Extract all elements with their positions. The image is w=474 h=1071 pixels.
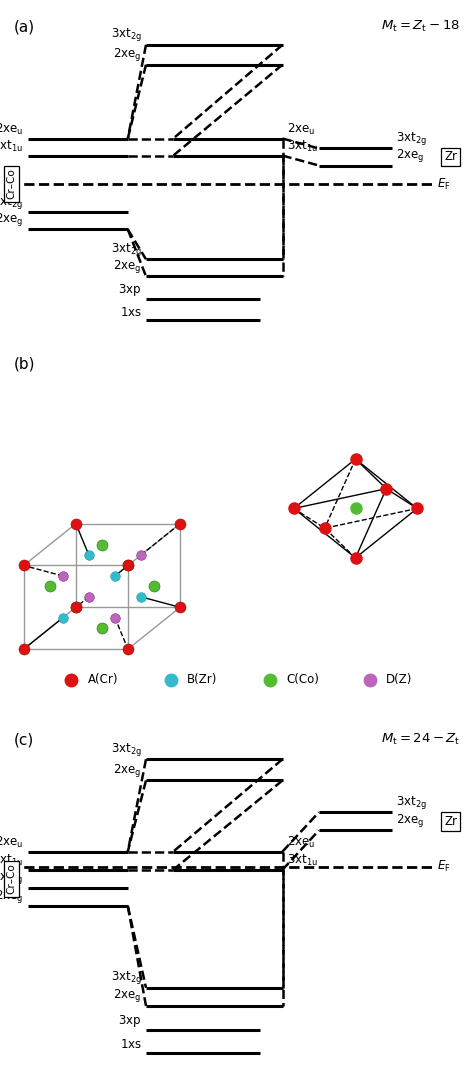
Text: $M_{\mathrm{t}} = Z_{\mathrm{t}}-18$: $M_{\mathrm{t}} = Z_{\mathrm{t}}-18$: [381, 19, 460, 34]
Text: $1\mathrm{xs}$: $1\mathrm{xs}$: [119, 306, 141, 319]
Text: $2\mathrm{xe}_{\mathrm{g}}$: $2\mathrm{xe}_{\mathrm{g}}$: [396, 147, 425, 164]
Text: Cr–Co: Cr–Co: [7, 863, 17, 894]
Text: $3\mathrm{xp}$: $3\mathrm{xp}$: [118, 282, 141, 298]
Text: Zr: Zr: [444, 151, 457, 164]
Text: $1\mathrm{xs}$: $1\mathrm{xs}$: [119, 1038, 141, 1052]
Text: $M_{\mathrm{t}} = 24-Z_{\mathrm{t}}$: $M_{\mathrm{t}} = 24-Z_{\mathrm{t}}$: [381, 731, 460, 748]
Text: $3\mathrm{xt}_{2\mathrm{g}}$: $3\mathrm{xt}_{2\mathrm{g}}$: [110, 27, 141, 44]
Text: $2\mathrm{xe}_{\mathrm{g}}$: $2\mathrm{xe}_{\mathrm{g}}$: [113, 258, 141, 275]
Text: $3\mathrm{xt}_{2\mathrm{g}}$: $3\mathrm{xt}_{2\mathrm{g}}$: [396, 130, 427, 147]
Text: (b): (b): [14, 357, 36, 372]
Text: $2\mathrm{xe}_{\mathrm{g}}$: $2\mathrm{xe}_{\mathrm{g}}$: [113, 761, 141, 779]
Text: $3\mathrm{xt}_{2\mathrm{g}}$: $3\mathrm{xt}_{2\mathrm{g}}$: [110, 969, 141, 986]
Text: $3\mathrm{xt}_{2\mathrm{g}}$: $3\mathrm{xt}_{2\mathrm{g}}$: [396, 794, 427, 811]
Text: D(Z): D(Z): [386, 673, 413, 687]
Text: (c): (c): [14, 731, 34, 746]
Text: $2\mathrm{xe}_{\mathrm{g}}$: $2\mathrm{xe}_{\mathrm{g}}$: [113, 987, 141, 1005]
Text: $2\mathrm{xe}_{\mathrm{g}}$: $2\mathrm{xe}_{\mathrm{g}}$: [396, 812, 425, 829]
Text: $2\mathrm{xe}_{\mathrm{g}}$: $2\mathrm{xe}_{\mathrm{g}}$: [0, 211, 23, 228]
Text: $2\mathrm{xe}_{\mathrm{u}}$: $2\mathrm{xe}_{\mathrm{u}}$: [0, 122, 23, 137]
Text: $3\mathrm{xt}_{1\mathrm{u}}$: $3\mathrm{xt}_{1\mathrm{u}}$: [287, 139, 318, 154]
Text: $2\mathrm{xe}_{\mathrm{u}}$: $2\mathrm{xe}_{\mathrm{u}}$: [287, 835, 315, 850]
Text: Zr: Zr: [444, 815, 457, 828]
Text: $2\mathrm{xe}_{\mathrm{g}}$: $2\mathrm{xe}_{\mathrm{g}}$: [113, 46, 141, 63]
Text: $3\mathrm{xt}_{1\mathrm{u}}$: $3\mathrm{xt}_{1\mathrm{u}}$: [0, 139, 23, 154]
Text: $3\mathrm{xt}_{2\mathrm{g}}$: $3\mathrm{xt}_{2\mathrm{g}}$: [110, 241, 141, 258]
Text: Cr–Co: Cr–Co: [7, 168, 17, 199]
Text: $E_{\mathrm{F}}$: $E_{\mathrm{F}}$: [437, 859, 451, 874]
Text: C(Co): C(Co): [287, 673, 319, 687]
Text: $3\mathrm{xt}_{1\mathrm{u}}$: $3\mathrm{xt}_{1\mathrm{u}}$: [287, 854, 318, 869]
Text: $2\mathrm{xe}_{\mathrm{u}}$: $2\mathrm{xe}_{\mathrm{u}}$: [0, 835, 23, 850]
Text: (a): (a): [14, 19, 35, 34]
Text: $2\mathrm{xe}_{\mathrm{u}}$: $2\mathrm{xe}_{\mathrm{u}}$: [287, 122, 315, 137]
Text: B(Zr): B(Zr): [187, 673, 218, 687]
Text: $3\mathrm{xt}_{2\mathrm{g}}$: $3\mathrm{xt}_{2\mathrm{g}}$: [110, 741, 141, 758]
Text: $3\mathrm{xt}_{2\mathrm{g}}$: $3\mathrm{xt}_{2\mathrm{g}}$: [0, 870, 23, 887]
Text: $3\mathrm{xt}_{1\mathrm{u}}$: $3\mathrm{xt}_{1\mathrm{u}}$: [0, 854, 23, 869]
Text: $2\mathrm{xe}_{\mathrm{g}}$: $2\mathrm{xe}_{\mathrm{g}}$: [0, 888, 23, 905]
Text: $3\mathrm{xt}_{2\mathrm{g}}$: $3\mathrm{xt}_{2\mathrm{g}}$: [0, 194, 23, 211]
Text: A(Cr): A(Cr): [88, 673, 118, 687]
Text: $3\mathrm{xp}$: $3\mathrm{xp}$: [118, 1012, 141, 1028]
Text: $E_{\mathrm{F}}$: $E_{\mathrm{F}}$: [437, 177, 451, 192]
